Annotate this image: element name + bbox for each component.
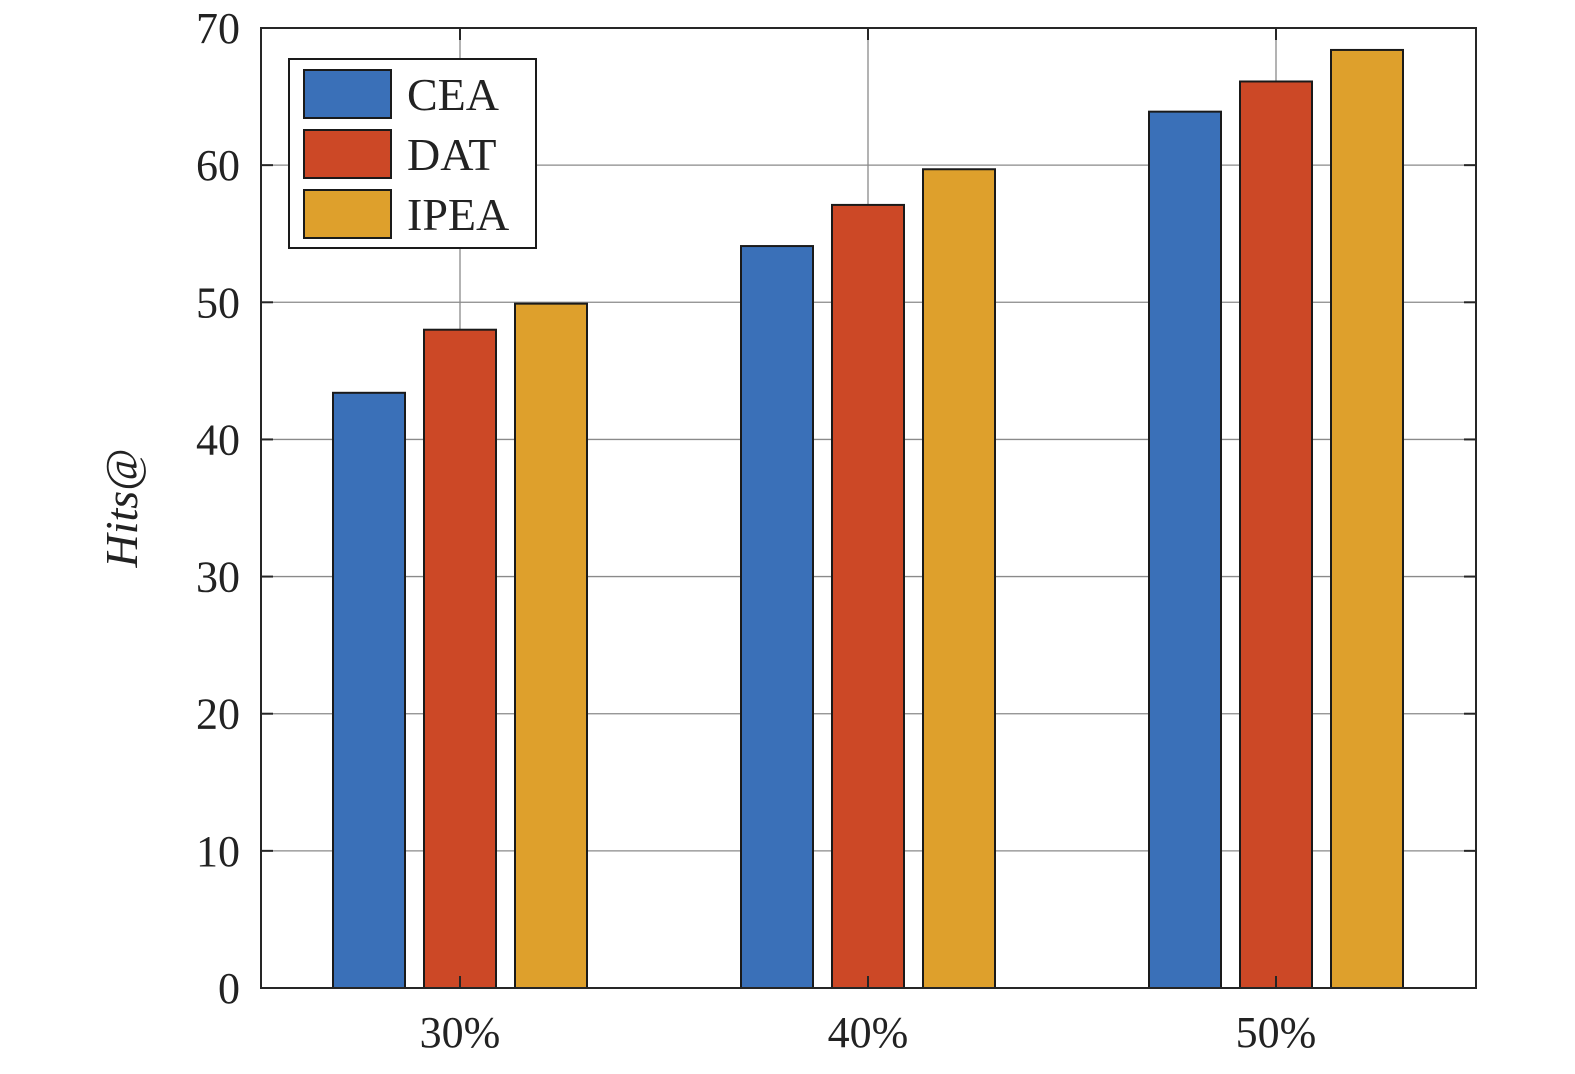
bar-ipea-2 xyxy=(1330,48,1404,989)
axis-ticks xyxy=(261,27,1476,989)
y-tick-label: 60 xyxy=(196,141,240,190)
legend: CEA DAT IPEA xyxy=(288,58,537,249)
y-tick-label: 30 xyxy=(196,553,240,602)
bar-dat-1 xyxy=(831,203,905,989)
y-axis-title: Hits@ xyxy=(96,449,147,569)
bar-ipea-1 xyxy=(922,168,996,989)
legend-label-cea: CEA xyxy=(407,69,499,120)
bars xyxy=(332,48,1404,990)
tick-labels: 0 10 20 30 40 50 60 70 30% 40% 50% xyxy=(196,4,1316,1057)
bar-dat-2 xyxy=(1239,80,1313,989)
bar-cea-2 xyxy=(1148,110,1222,989)
bar-cea-0 xyxy=(332,391,406,989)
legend-label-dat: DAT xyxy=(407,129,496,180)
y-tick-label: 0 xyxy=(218,964,240,1013)
y-tick-label: 20 xyxy=(196,690,240,739)
x-tick-label: 30% xyxy=(420,1008,501,1057)
y-tick-label: 50 xyxy=(196,278,240,327)
legend-label-ipea: IPEA xyxy=(407,189,509,240)
y-tick-label: 40 xyxy=(196,415,240,464)
x-tick-label: 50% xyxy=(1236,1008,1317,1057)
y-tick-label: 70 xyxy=(196,4,240,53)
legend-swatch-dat xyxy=(303,129,392,179)
bar-cea-1 xyxy=(740,245,814,990)
bar-ipea-0 xyxy=(514,302,588,989)
bar-dat-0 xyxy=(423,328,497,989)
y-tick-label: 10 xyxy=(196,827,240,876)
legend-swatch-cea xyxy=(303,69,392,119)
legend-swatch-ipea xyxy=(303,189,392,239)
x-tick-label: 40% xyxy=(828,1008,909,1057)
